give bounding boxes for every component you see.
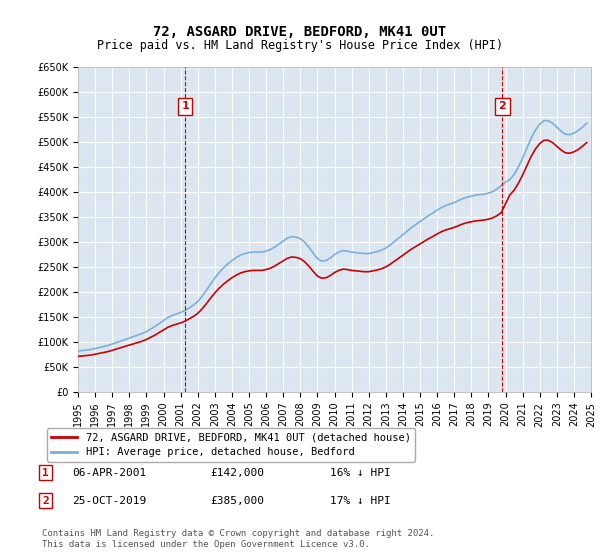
Text: Contains HM Land Registry data © Crown copyright and database right 2024.
This d: Contains HM Land Registry data © Crown c…: [42, 529, 434, 549]
Text: £385,000: £385,000: [210, 496, 264, 506]
Text: 06-APR-2001: 06-APR-2001: [72, 468, 146, 478]
Text: 1: 1: [181, 101, 189, 111]
Text: 1: 1: [42, 468, 49, 478]
Text: Price paid vs. HM Land Registry's House Price Index (HPI): Price paid vs. HM Land Registry's House …: [97, 39, 503, 52]
Text: 2: 2: [42, 496, 49, 506]
Text: 25-OCT-2019: 25-OCT-2019: [72, 496, 146, 506]
Text: 2: 2: [499, 101, 506, 111]
Text: 17% ↓ HPI: 17% ↓ HPI: [330, 496, 391, 506]
Legend: 72, ASGARD DRIVE, BEDFORD, MK41 0UT (detached house), HPI: Average price, detach: 72, ASGARD DRIVE, BEDFORD, MK41 0UT (det…: [47, 428, 415, 461]
Text: 16% ↓ HPI: 16% ↓ HPI: [330, 468, 391, 478]
Text: £142,000: £142,000: [210, 468, 264, 478]
Text: 72, ASGARD DRIVE, BEDFORD, MK41 0UT: 72, ASGARD DRIVE, BEDFORD, MK41 0UT: [154, 25, 446, 39]
